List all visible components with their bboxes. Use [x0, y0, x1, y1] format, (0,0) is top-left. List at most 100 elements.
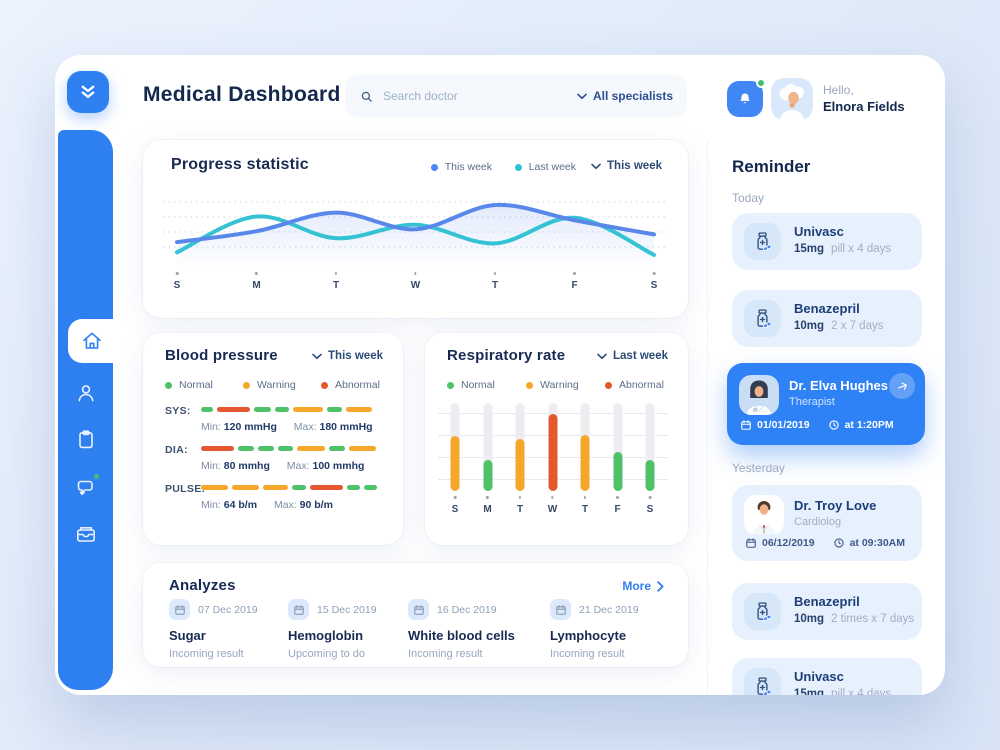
reminder-card-benazepril[interactable]: Benazepril 10mg 2 x 7 days [732, 290, 922, 347]
greeting-label: Hello, [823, 83, 854, 97]
bp-segment-normal [254, 407, 271, 412]
appointment-datetime: 01/01/2019 at 1:20PM [740, 419, 894, 431]
patients-icon[interactable] [74, 381, 98, 405]
medication-schedule: 15mg pill x 4 days [794, 243, 892, 255]
bar-track [483, 403, 492, 491]
archive-icon[interactable] [74, 522, 98, 546]
chevron-down-icon [312, 353, 322, 360]
bar [634, 403, 666, 491]
bp-pulse-segments [201, 485, 381, 490]
bp-segment-warning [346, 407, 372, 412]
resp-period-dropdown[interactable]: Last week [597, 350, 668, 362]
medication-name: Benazepril [794, 594, 860, 609]
double-chevron-logo-icon [76, 80, 100, 104]
analyzes-item-sugar[interactable]: 07 Dec 2019 Sugar Incoming result [169, 599, 299, 660]
bar [569, 403, 601, 491]
calendar-icon [408, 599, 429, 620]
user-avatar[interactable] [771, 78, 813, 120]
sidebar-nav [58, 130, 116, 690]
chevron-right-icon [657, 580, 664, 592]
reminder-card-benazepril-2[interactable]: Benazepril 10mg 2 times x 7 days [732, 583, 922, 640]
bp-segment-abnormal [201, 446, 234, 451]
bar-fill [515, 439, 525, 491]
x-axis-label: W [411, 272, 420, 291]
legend-abnormal: Abnormal [605, 379, 664, 391]
home-icon [80, 329, 104, 353]
analyzes-item-lymphocyte[interactable]: 21 Dec 2019 Lymphocyte Incoming result [550, 599, 680, 660]
bp-dia-minmax: Min: 80 mmhg Max: 100 mmhg [201, 460, 365, 472]
progress-period-dropdown[interactable]: This week [591, 160, 662, 172]
chevron-down-icon [597, 353, 607, 360]
x-axis-label: W [548, 496, 557, 515]
bp-segment-warning [297, 446, 325, 451]
medication-name: Benazepril [794, 301, 860, 316]
bp-segment-normal [238, 446, 254, 451]
analyzes-item-white-blood-cells[interactable]: 16 Dec 2019 White blood cells Incoming r… [408, 599, 538, 660]
app-logo[interactable] [67, 71, 109, 113]
legend-dot-this-week [430, 163, 438, 171]
chevron-down-icon [577, 93, 587, 100]
medication-name: Univasc [794, 669, 844, 684]
bp-segment-abnormal [310, 485, 343, 490]
appointment-datetime: 06/12/2019 at 09:30AM [745, 537, 905, 549]
bar-fill [645, 460, 655, 491]
notifications-button[interactable] [727, 78, 766, 117]
search-input[interactable] [383, 89, 577, 103]
pill-bottle-icon [744, 300, 781, 337]
clock-icon [833, 537, 845, 549]
calendar-icon [740, 419, 752, 431]
calendar-icon [169, 599, 190, 620]
bar-fill [613, 452, 622, 491]
pill-bottle-icon [744, 593, 781, 630]
x-axis-label: M [252, 272, 261, 291]
bar-fill [450, 435, 460, 491]
calendar-icon [550, 599, 571, 620]
legend-warning: Warning [243, 379, 296, 391]
bp-period-dropdown[interactable]: This week [312, 350, 383, 362]
search-bar: All specialists [345, 75, 687, 117]
reminder-card-univasc[interactable]: Univasc 15mg pill x 4 days [732, 213, 922, 270]
page-title: Medical Dashboard [143, 83, 341, 106]
analyzes-item-hemoglobin[interactable]: 15 Dec 2019 Hemoglobin Upcoming to do [288, 599, 418, 660]
appointment-card-elva-hughes[interactable]: Dr. Elva Hughes Therapist 01/01/2019 at … [727, 363, 925, 445]
bp-dia-segments [201, 446, 381, 451]
doctor-name: Dr. Troy Love [794, 498, 877, 513]
x-axis-label: T [582, 496, 588, 515]
blood-pressure-card: Blood pressure This week Normal Warning … [143, 333, 403, 545]
doctor-role: Therapist [789, 396, 835, 408]
notification-badge [756, 78, 766, 88]
bp-segment-normal [258, 446, 274, 451]
bp-segment-normal [278, 446, 293, 451]
user-greeting: Hello, Elnora Fields [823, 82, 905, 116]
records-icon[interactable] [74, 428, 98, 452]
x-axis-label: M [483, 496, 492, 515]
bp-segment-normal [347, 485, 360, 490]
clock-icon [828, 419, 840, 431]
messages-icon[interactable] [74, 472, 101, 499]
panel-divider [707, 140, 708, 695]
reminder-title: Reminder [732, 157, 811, 176]
legend-dot-abnormal [605, 381, 612, 389]
x-axis-label: T [517, 496, 523, 515]
bp-row-label: PULSE: [165, 483, 206, 495]
pill-bottle-icon [744, 223, 781, 260]
doctor-avatar [744, 495, 784, 535]
medication-schedule: 10mg 2 x 7 days [794, 320, 884, 332]
appointment-card-troy-love[interactable]: Dr. Troy Love Cardiolog 06/12/2019 at 09… [732, 485, 922, 561]
card-title: Progress statistic [171, 156, 309, 173]
legend-this-week: This week [430, 161, 492, 173]
yesterday-label: Yesterday [732, 461, 785, 475]
user-name: Elnora Fields [823, 99, 905, 115]
bp-segment-warning [263, 485, 288, 490]
legend-normal: Normal [447, 379, 495, 391]
open-appointment-button[interactable] [889, 373, 915, 399]
bar-fill [483, 460, 492, 491]
bar-track [613, 403, 622, 491]
specialists-dropdown[interactable]: All specialists [577, 89, 673, 103]
reminder-card-univasc-2[interactable]: Univasc 15mg pill x 4 days [732, 658, 922, 695]
sidebar-item-home[interactable] [68, 319, 116, 363]
bp-row-label: DIA: [165, 444, 188, 456]
more-link[interactable]: More [622, 579, 664, 593]
bp-segment-normal [292, 485, 306, 490]
